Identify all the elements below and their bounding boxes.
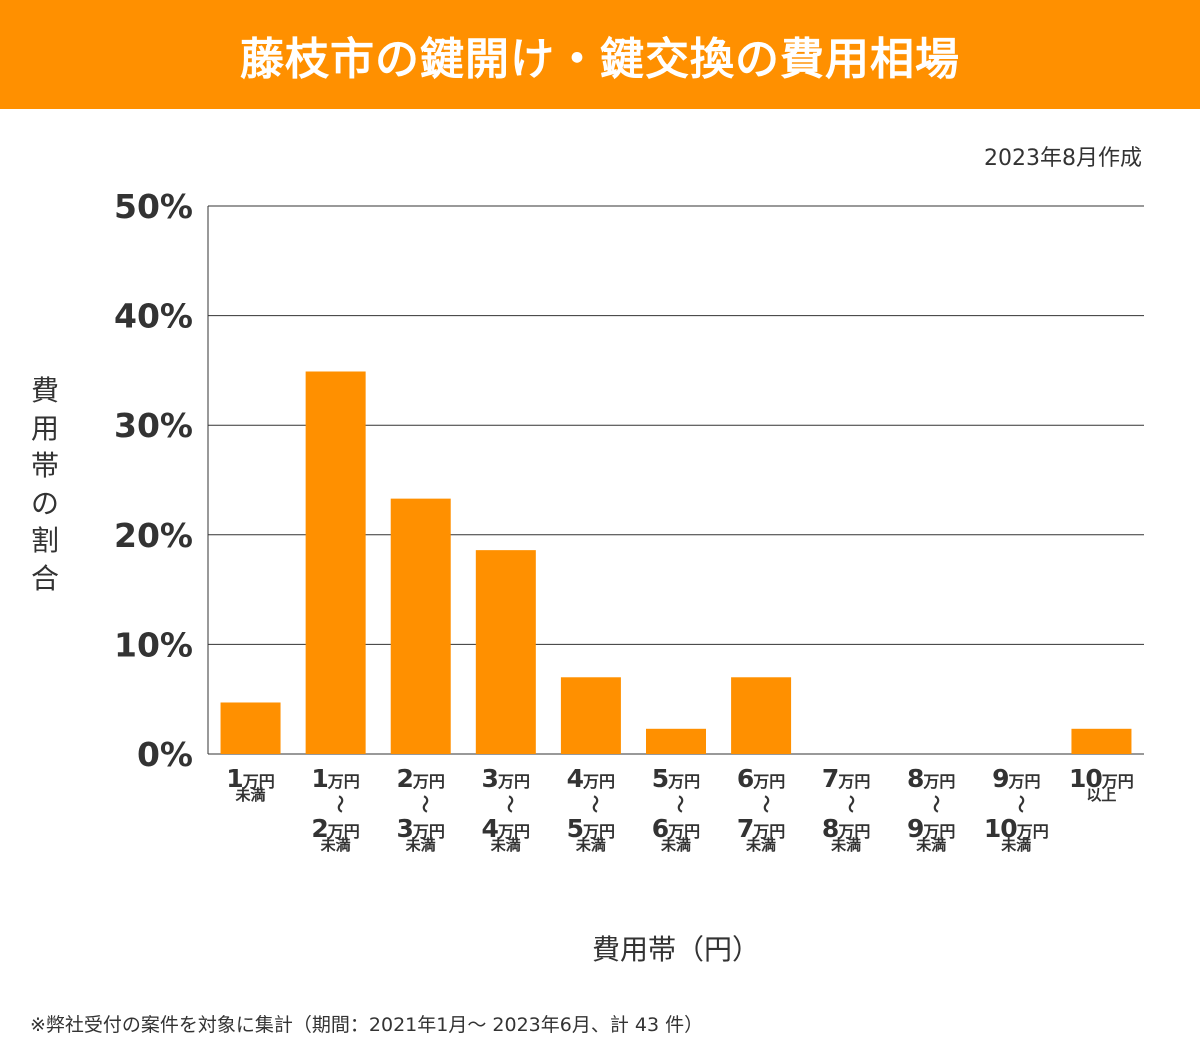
x-tick-label: 2万円〜 3万円 未満 bbox=[396, 764, 445, 854]
x-tick-label: 8万円〜 9万円 未満 bbox=[907, 764, 956, 854]
bar bbox=[475, 550, 536, 754]
y-tick-label: 10% bbox=[114, 625, 193, 664]
y-tick-label: 40% bbox=[114, 297, 193, 336]
x-tick-label: 3万円〜 4万円 未満 bbox=[481, 764, 530, 854]
x-tick-label: 6万円〜 7万円 未満 bbox=[736, 764, 786, 854]
x-tick-label: 7万円〜 8万円 未満 bbox=[821, 764, 871, 854]
date-note: 2023年8月作成 bbox=[984, 146, 1142, 171]
bar bbox=[390, 498, 451, 754]
chart-title: 藤枝市の鍵開け・鍵交換の費用相場 bbox=[240, 33, 960, 85]
bar bbox=[560, 677, 621, 754]
x-tick-label: 9万円〜 10万円 未満 bbox=[983, 764, 1049, 854]
y-tick-label: 50% bbox=[114, 187, 193, 226]
x-tick-label: 1万円〜 2万円 未満 bbox=[311, 764, 360, 854]
bar bbox=[646, 728, 706, 754]
bar bbox=[1071, 728, 1132, 754]
y-tick-label: 20% bbox=[114, 516, 193, 555]
bar bbox=[305, 371, 366, 754]
footnote: ※弊社受付の案件を対象に集計（期間：2021年1月～ 2023年6月、計 43 … bbox=[30, 1014, 704, 1036]
x-tick-label: 5万円〜 6万円 未満 bbox=[651, 764, 701, 854]
title-banner: 藤枝市の鍵開け・鍵交換の費用相場 bbox=[0, 0, 1200, 109]
x-axis-title: 費用帯（円） bbox=[591, 933, 760, 966]
x-tick-label: 4万円〜 5万円 未満 bbox=[566, 764, 616, 854]
bar bbox=[220, 702, 281, 754]
y-axis-title: 費用帯の割合 bbox=[30, 374, 59, 595]
x-tick-label: 10万円 以上 bbox=[1069, 764, 1134, 804]
bar bbox=[731, 677, 792, 754]
x-tick-label: 1万円 未満 bbox=[226, 764, 275, 804]
y-tick-label: 30% bbox=[114, 406, 193, 445]
y-tick-label: 0% bbox=[137, 735, 193, 774]
